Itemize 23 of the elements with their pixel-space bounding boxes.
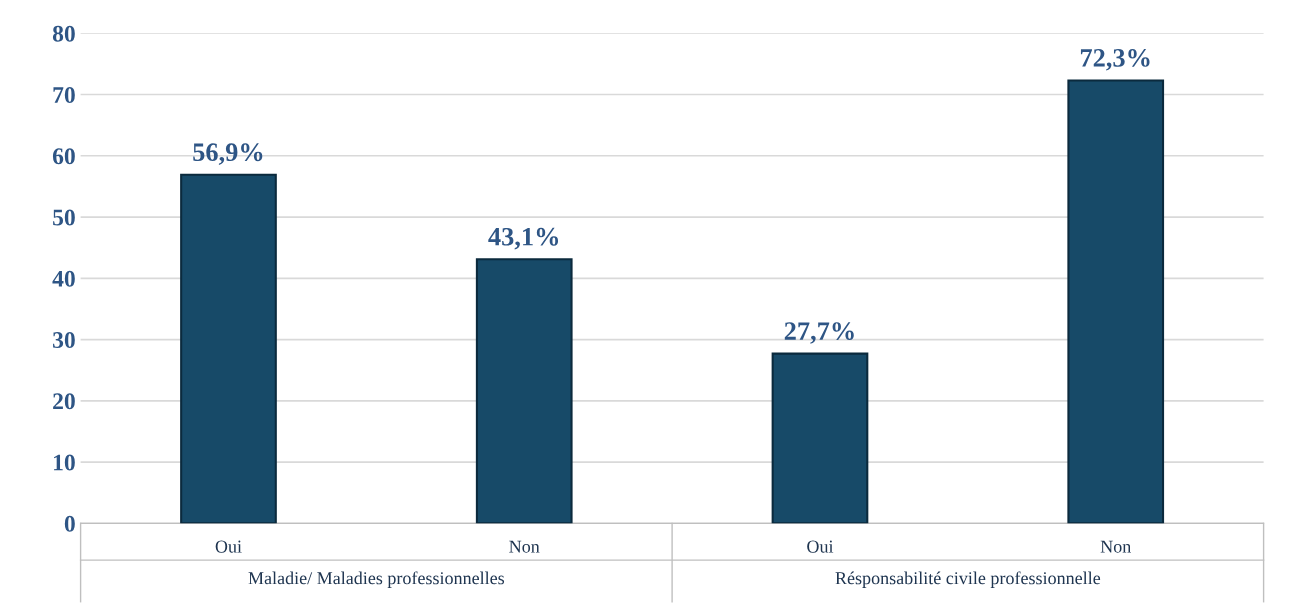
y-tick-label: 10 <box>54 454 75 471</box>
y-tick-label: 0 <box>64 515 75 532</box>
bar <box>475 258 573 524</box>
bar <box>180 173 277 524</box>
text: Maladie/ Maladies professionnelles <box>248 571 505 588</box>
data-label: 43,1% <box>488 227 559 250</box>
y-tick-label: 60 <box>52 148 75 165</box>
y-tick-label: 20 <box>53 393 75 410</box>
y-tick-label: 50 <box>53 209 75 226</box>
y-tick-label: 40 <box>52 270 75 287</box>
data-label: 27,7% <box>784 322 854 344</box>
data-label: 72,3% <box>1080 48 1150 71</box>
x-tick-label: Non <box>509 540 540 553</box>
text: Résponsabilité civile professionnelle <box>835 571 1101 588</box>
bar <box>1067 79 1165 524</box>
y-tick-label: 30 <box>53 332 75 348</box>
y-tick-label: 70 <box>53 87 75 103</box>
x-tick-label: Oui <box>215 540 242 553</box>
y-tick-label: 80 <box>52 25 75 42</box>
data-label: 56,9% <box>193 143 263 165</box>
x-tick-label: Oui <box>807 540 834 553</box>
x-tick-label: Non <box>1100 540 1131 553</box>
bar <box>771 352 869 524</box>
